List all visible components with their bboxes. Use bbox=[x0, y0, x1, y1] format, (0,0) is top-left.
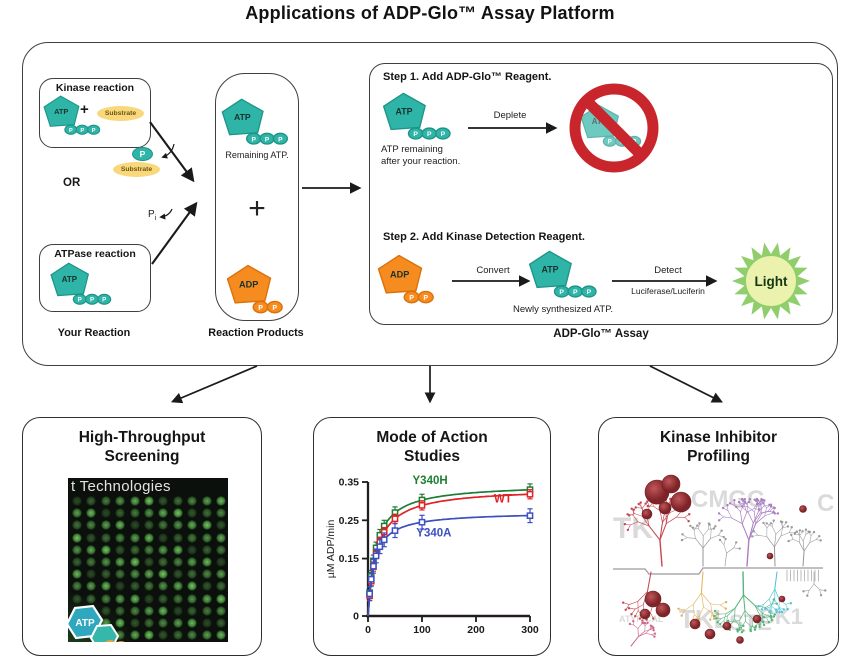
page-title: Applications of ADP-Glo™ Assay Platform bbox=[245, 3, 615, 23]
hts-panel: High-Throughput Screening t Technologies … bbox=[22, 417, 262, 656]
moa-chart: 0 0.15 0.25 0.35 0 100 200 300 µM ADP/min Y340H WT… bbox=[325, 475, 539, 636]
hts-badge-label: ATP bbox=[75, 618, 95, 629]
svg-text:ATP: ATP bbox=[234, 112, 251, 122]
svg-text:ATP: ATP bbox=[54, 107, 68, 116]
atp-molecule: P P P ATP bbox=[48, 262, 114, 311]
svg-text:ATP: ATP bbox=[542, 264, 559, 274]
reaction-products-label: Reaction Products bbox=[208, 327, 304, 339]
atp-molecule: P P P ATP bbox=[526, 250, 600, 304]
svg-text:P: P bbox=[251, 136, 256, 143]
workflow-panel: Kinase reaction P P P ATP + Substrate P Sub… bbox=[22, 42, 838, 366]
atpase-reaction-box: ATPase reaction P P P ATP bbox=[39, 244, 151, 312]
kinase-reaction-box: Kinase reaction P P P ATP + Substrate bbox=[39, 78, 151, 148]
svg-text:P: P bbox=[423, 295, 428, 302]
svg-text:P: P bbox=[272, 305, 277, 312]
atp-molecule: P P P ATP bbox=[380, 92, 454, 146]
svg-text:P: P bbox=[80, 128, 84, 134]
svg-text:ADP: ADP bbox=[390, 269, 409, 279]
hts-plate-image: t Technologies ATP bbox=[68, 478, 228, 642]
luciferase-label: Luciferase/Luciferin bbox=[631, 286, 705, 296]
substrate-pill: Substrate bbox=[97, 106, 144, 121]
svg-text:Y340A: Y340A bbox=[416, 527, 451, 539]
or-label: OR bbox=[63, 177, 81, 189]
svg-text:WT: WT bbox=[494, 494, 512, 506]
step1-title: Step 1. Add ADP-Glo™ Reagent. bbox=[383, 71, 552, 83]
svg-text:P: P bbox=[608, 139, 612, 146]
svg-text:P: P bbox=[278, 136, 283, 143]
deplete-label: Deplete bbox=[493, 110, 527, 121]
svg-text:P: P bbox=[69, 128, 73, 134]
released-substrate-pill: Substrate bbox=[113, 162, 160, 177]
svg-text:ATP: ATP bbox=[62, 275, 78, 284]
svg-text:0: 0 bbox=[365, 624, 371, 636]
light-burst-icon: Light bbox=[732, 242, 810, 320]
moa-panel: Mode of Action Studies 0 0.15 0.25 0.35 0 100 2… bbox=[313, 417, 551, 656]
your-reaction-label: Your Reaction bbox=[57, 327, 131, 339]
svg-text:0.15: 0.15 bbox=[339, 553, 360, 565]
kinome-group-ghost-label: C bbox=[817, 490, 835, 517]
adp-molecule: P P ADP bbox=[375, 254, 437, 310]
svg-text:300: 300 bbox=[521, 624, 539, 636]
svg-text:0: 0 bbox=[353, 611, 359, 623]
svg-text:ATP: ATP bbox=[396, 106, 413, 116]
svg-text:100: 100 bbox=[413, 624, 431, 636]
hts-title: High-Throughput Screening bbox=[78, 429, 206, 465]
kinome-group-ghost-label: TKL bbox=[679, 604, 730, 634]
svg-text:P: P bbox=[587, 289, 592, 296]
svg-text:P: P bbox=[265, 136, 270, 143]
kinase-reaction-title: Kinase reaction bbox=[55, 82, 135, 94]
kip-panel: Kinase Inhibitor Profiling TK CMGC C ATYPICA… bbox=[598, 417, 839, 656]
step2-title: Step 2. Add Kinase Detection Reagent. bbox=[383, 231, 585, 243]
light-label: Light bbox=[755, 274, 788, 289]
svg-text:P: P bbox=[573, 289, 578, 296]
adp-glo-assay-label: ADP-Glo™ Assay bbox=[553, 328, 649, 340]
released-phosphate: P bbox=[132, 147, 153, 161]
to-kip-arrow bbox=[649, 365, 723, 403]
svg-text:P: P bbox=[102, 297, 106, 304]
detect-label: Detect bbox=[654, 265, 682, 276]
svg-text:P: P bbox=[78, 297, 82, 304]
kinome-group-ghost-label: ATYPICAL bbox=[619, 614, 664, 624]
pi-label: Pi bbox=[148, 209, 157, 222]
svg-text:P: P bbox=[559, 289, 564, 296]
svg-text:P: P bbox=[413, 131, 418, 138]
plus-sign: + bbox=[248, 192, 266, 225]
svg-text:200: 200 bbox=[467, 624, 485, 636]
svg-text:P: P bbox=[90, 297, 94, 304]
svg-text:ATP: ATP bbox=[592, 117, 608, 126]
reaction-products-box: P P P ATP Remaining ATP. + P P ADP bbox=[215, 73, 299, 321]
atp-molecule: P P P ATP bbox=[219, 98, 291, 151]
hts-photo-text: t Technologies bbox=[71, 478, 171, 495]
kip-title: Kinase Inhibitor Profiling bbox=[659, 429, 778, 465]
moa-title: Mode of Action Studies bbox=[376, 429, 488, 465]
to-hts-arrow bbox=[170, 365, 258, 404]
svg-text:P: P bbox=[441, 131, 446, 138]
adp-molecule: P P ADP bbox=[224, 264, 286, 320]
atpase-reaction-title: ATPase reaction bbox=[54, 248, 136, 260]
svg-text:ADP: ADP bbox=[239, 279, 258, 289]
svg-text:P: P bbox=[427, 131, 432, 138]
step1-caption: ATP remaining after your reaction. bbox=[381, 144, 461, 167]
svg-text:P: P bbox=[258, 305, 263, 312]
svg-text:0.35: 0.35 bbox=[339, 477, 360, 489]
svg-text:0.25: 0.25 bbox=[339, 515, 360, 527]
plus-sign: + bbox=[80, 101, 89, 118]
hts-atp-badge: ATP bbox=[68, 604, 125, 642]
kinome-ghost-labels: TK CMGC C ATYPICAL TKL STE CK1 bbox=[607, 464, 834, 648]
svg-text:P: P bbox=[92, 128, 96, 134]
prohibition-icon bbox=[569, 83, 659, 173]
kinome-tree-image: TK CMGC C ATYPICAL TKL STE CK1 bbox=[607, 464, 834, 648]
adp-glo-assay-box: Step 1. Add ADP-Glo™ Reagent. P P P ATP ATP… bbox=[369, 63, 833, 325]
svg-text:Y340H: Y340H bbox=[413, 475, 448, 487]
svg-text:µM ADP/min: µM ADP/min bbox=[325, 520, 337, 579]
newly-synthesized-caption: Newly synthesized ATP. bbox=[513, 304, 613, 315]
svg-text:P: P bbox=[409, 295, 414, 302]
kinome-tree-icon bbox=[613, 474, 827, 647]
remaining-atp-caption: Remaining ATP. bbox=[225, 150, 289, 160]
atp-molecule: P P P ATP bbox=[41, 95, 103, 141]
convert-label: Convert bbox=[476, 265, 510, 276]
